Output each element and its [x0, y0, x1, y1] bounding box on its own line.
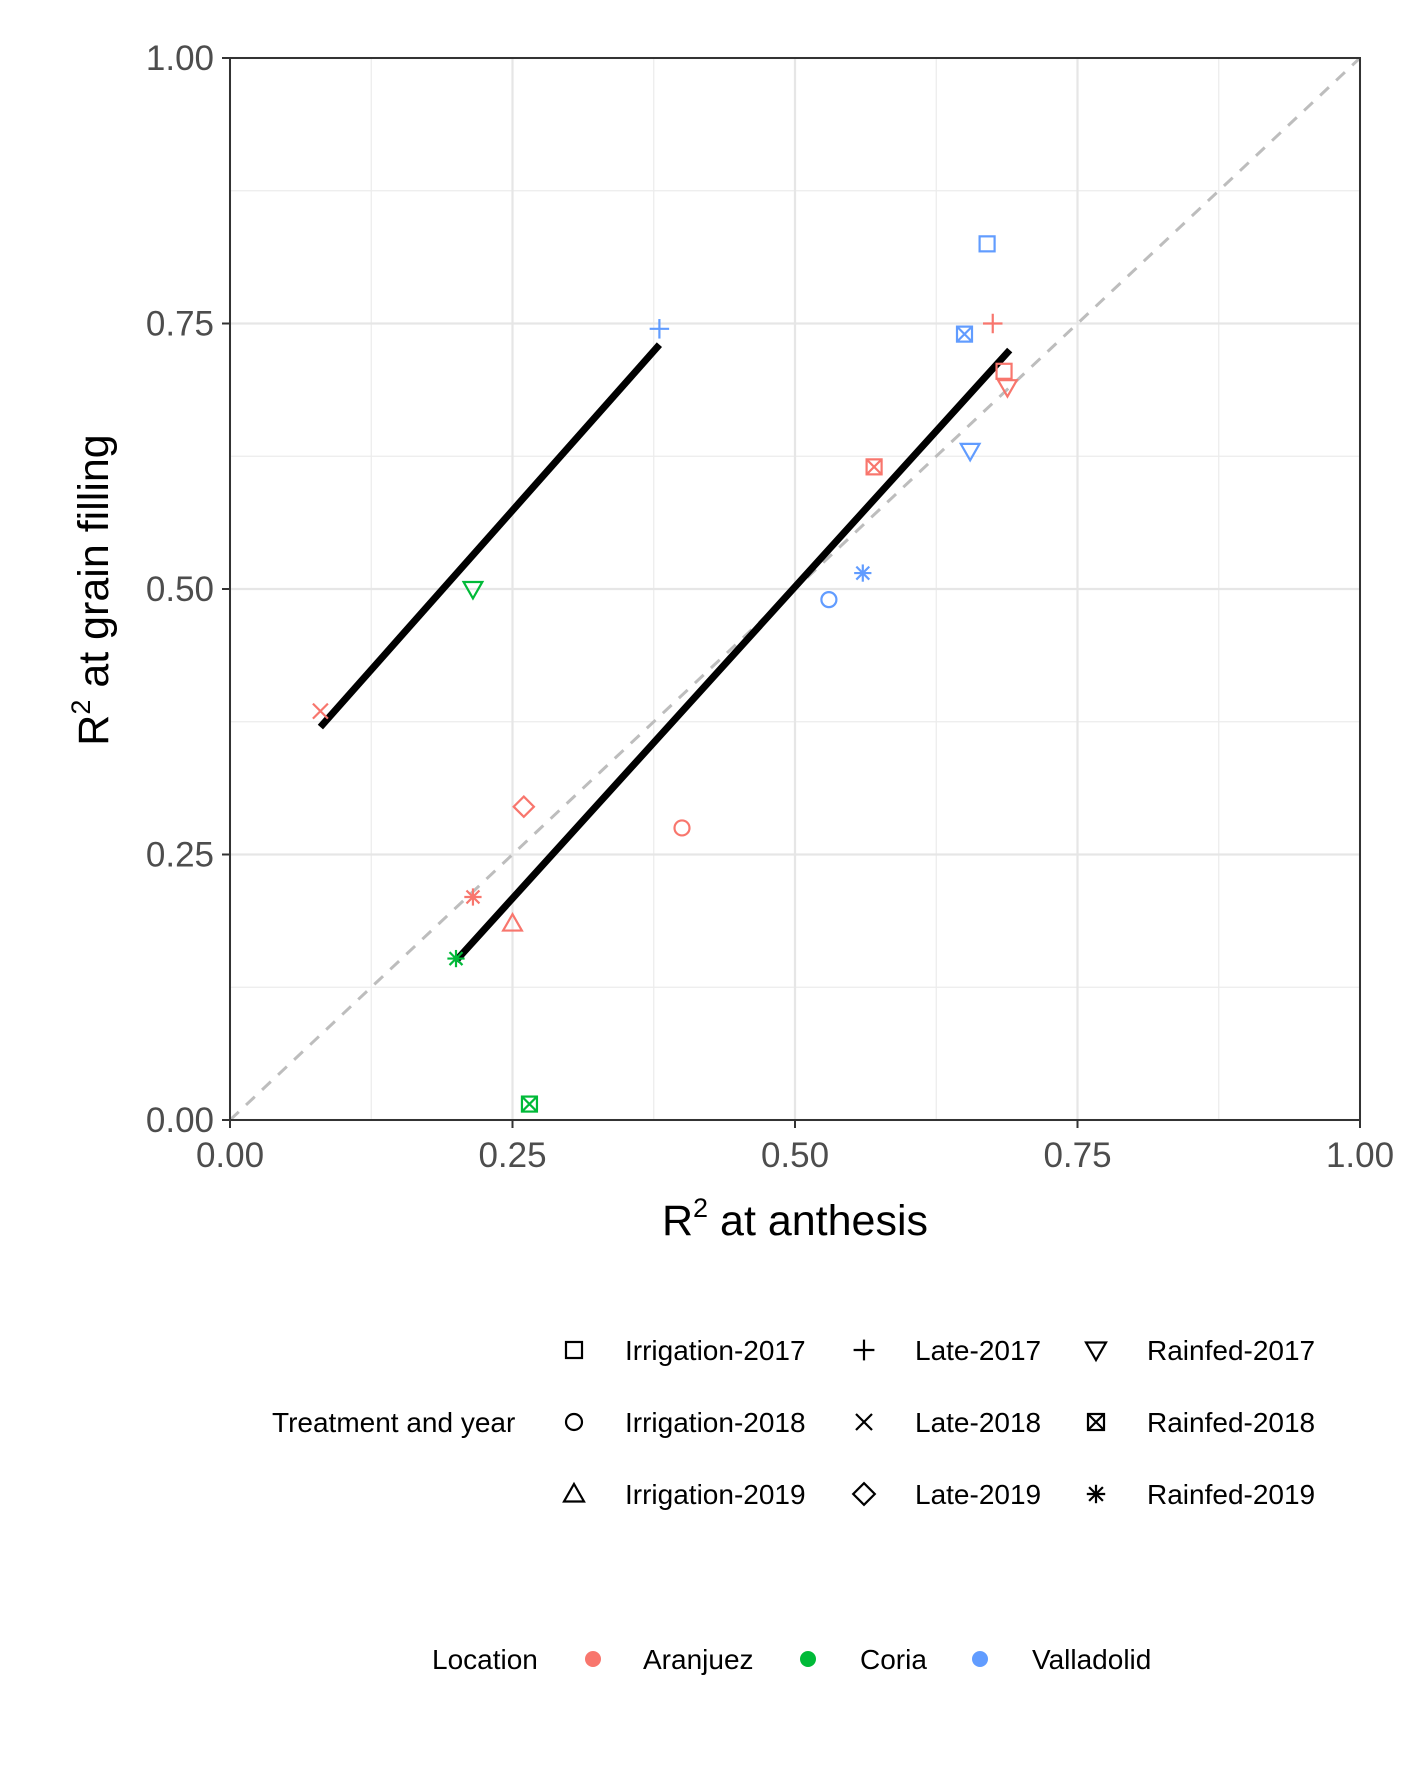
- data-point: [512, 795, 536, 819]
- x-tick-label: 0.25: [478, 1136, 546, 1175]
- legend-key-square: [564, 1340, 584, 1360]
- data-point: [865, 458, 883, 476]
- legend-key-triangle-up: [562, 1481, 586, 1503]
- x-axis-title-sup: 2: [693, 1193, 708, 1223]
- fit-line-2: [453, 347, 1013, 964]
- y-tick-label: 1.00: [146, 39, 214, 78]
- legend-key-triangle-down: [1084, 1341, 1108, 1363]
- data-point: [464, 888, 482, 906]
- legend-treatment-label: Rainfed-2018: [1147, 1407, 1315, 1438]
- y-tick-label: 0.00: [146, 1101, 214, 1140]
- y-tick-label: 0.50: [146, 570, 214, 609]
- legend-key-diamond: [851, 1481, 877, 1507]
- legend-location-title: Location: [432, 1644, 538, 1675]
- y-axis-title-sup: 2: [66, 700, 96, 715]
- x-axis-title-rest: at anthesis: [708, 1197, 928, 1245]
- data-point: [995, 362, 1013, 380]
- legend-color-key: [585, 1651, 601, 1667]
- x-tick-label: 0.50: [761, 1136, 829, 1175]
- legend-treatment-label: Rainfed-2019: [1147, 1479, 1315, 1510]
- y-tick-label: 0.25: [146, 836, 214, 875]
- data-point: [673, 819, 691, 837]
- data-points: [312, 235, 1019, 1113]
- legend-treatment-label: Irrigation-2019: [625, 1479, 806, 1510]
- x-axis-title: R2 at anthesis: [662, 1193, 928, 1245]
- data-point: [955, 325, 974, 343]
- legend-key-plus: [853, 1339, 875, 1361]
- legend-key-square-cross: [1086, 1412, 1106, 1432]
- y-tick-label: 0.75: [146, 305, 214, 344]
- data-point: [520, 1095, 539, 1113]
- data-point: [312, 702, 329, 720]
- legend-treatment-label: Late-2017: [915, 1335, 1041, 1366]
- data-point: [649, 319, 670, 339]
- legend-treatment-label: Late-2018: [915, 1407, 1041, 1438]
- legend-key-circle: [564, 1412, 584, 1432]
- axes: 0.000.00 0.25 0.25 0.50 0.50 0.75 0.75 1.00 1.00: [146, 39, 1394, 1175]
- legend-treatment-label: Rainfed-2017: [1147, 1335, 1315, 1366]
- legend-treatment-title: Treatment and year: [272, 1407, 515, 1438]
- data-point: [958, 442, 982, 463]
- legend-treatment-label: Irrigation-2017: [625, 1335, 806, 1366]
- data-point: [996, 379, 1019, 399]
- legend-treatment-and-year: Treatment and year Irrigation-2017 Late-2…: [272, 1335, 1315, 1510]
- x-axis-title-base: R: [662, 1197, 693, 1245]
- legend-location-label: Coria: [860, 1644, 927, 1675]
- legend-key-asterisk: [1086, 1484, 1106, 1504]
- x-tick-label: 1.00: [1326, 1136, 1394, 1175]
- legend-treatment-label: Irrigation-2018: [625, 1407, 806, 1438]
- fit-lines-layer: [317, 342, 1013, 964]
- data-point: [447, 949, 465, 968]
- y-axis-title-base: R: [70, 715, 118, 746]
- y-axis-title: R2 at grain filling: [66, 434, 118, 745]
- y-axis-title-rest: at grain filling: [70, 434, 118, 699]
- legend-location: Location Aranjuez Coria Valladolid: [432, 1644, 1151, 1675]
- x-tick-label: 0.00: [196, 1136, 264, 1175]
- data-point: [461, 580, 485, 601]
- data-point: [854, 564, 872, 582]
- x-tick-label: 0.75: [1043, 1136, 1111, 1175]
- legend-location-label: Valladolid: [1032, 1644, 1151, 1675]
- legend-location-label: Aranjuez: [643, 1644, 754, 1675]
- legend-color-key: [972, 1651, 988, 1667]
- data-point: [820, 591, 838, 609]
- data-point: [983, 313, 1003, 334]
- data-point: [978, 235, 996, 253]
- legend-treatment-label: Late-2019: [915, 1479, 1041, 1510]
- fit-line-1: [317, 342, 663, 730]
- legend-key-cross: [855, 1413, 873, 1431]
- legend-color-key: [800, 1651, 816, 1667]
- data-point: [501, 911, 524, 932]
